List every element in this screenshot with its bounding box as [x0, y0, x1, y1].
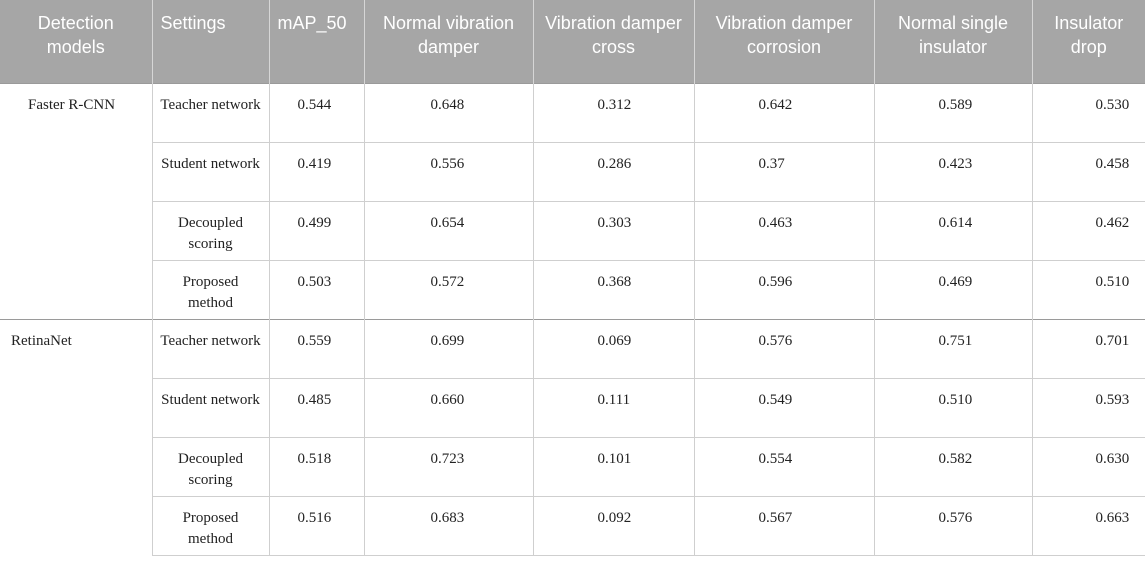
- value-insulator-drop: 0.663: [1031, 495, 1145, 556]
- value-insulator-drop: 0.510: [1031, 259, 1145, 319]
- value-map50: 0.544: [268, 82, 364, 142]
- value-vibration-damper-cross: 0.312: [532, 82, 694, 142]
- header-vibration-damper-corrosion: Vibration damper corrosion: [693, 0, 874, 83]
- value-map50: 0.516: [268, 495, 364, 556]
- value-normal-single-insulator: 0.423: [873, 141, 1032, 201]
- value-normal-vibration-damper: 0.648: [363, 82, 533, 142]
- value-normal-single-insulator: 0.589: [873, 82, 1032, 142]
- setting-cell: Student network: [151, 377, 269, 437]
- value-insulator-drop: 0.630: [1031, 436, 1145, 496]
- setting-cell: Proposed method: [151, 259, 269, 319]
- value-vibration-damper-corrosion: 0.463: [693, 200, 874, 260]
- value-map50: 0.499: [268, 200, 364, 260]
- value-normal-single-insulator: 0.576: [873, 495, 1032, 556]
- value-normal-single-insulator: 0.751: [873, 318, 1032, 378]
- value-vibration-damper-corrosion: 0.37: [693, 141, 874, 201]
- value-map50: 0.518: [268, 436, 364, 496]
- value-vibration-damper-cross: 0.101: [532, 436, 694, 496]
- value-vibration-damper-cross: 0.111: [532, 377, 694, 437]
- value-vibration-damper-corrosion: 0.642: [693, 82, 874, 142]
- value-vibration-damper-corrosion: 0.576: [693, 318, 874, 378]
- value-vibration-damper-corrosion: 0.567: [693, 495, 874, 556]
- table-row: Proposed method 0.516 0.683 0.092 0.567 …: [0, 495, 1145, 556]
- setting-cell: Teacher network: [151, 82, 269, 142]
- setting-cell: Decoupled scoring: [151, 200, 269, 260]
- value-vibration-damper-cross: 0.368: [532, 259, 694, 319]
- value-normal-single-insulator: 0.469: [873, 259, 1032, 319]
- header-map50: mAP_50: [268, 0, 364, 83]
- value-vibration-damper-cross: 0.069: [532, 318, 694, 378]
- value-vibration-damper-cross: 0.286: [532, 141, 694, 201]
- header-detection-models: Detection models: [0, 0, 152, 83]
- header-normal-vibration-damper: Normal vibration damper: [363, 0, 533, 83]
- value-normal-single-insulator: 0.614: [873, 200, 1032, 260]
- setting-cell: Teacher network: [151, 318, 269, 378]
- header-vibration-damper-cross: Vibration damper cross: [532, 0, 694, 83]
- value-map50: 0.419: [268, 141, 364, 201]
- value-map50: 0.559: [268, 318, 364, 378]
- header-settings: Settings: [151, 0, 269, 83]
- table-row: Student network 0.419 0.556 0.286 0.37 0…: [0, 141, 1145, 201]
- value-normal-vibration-damper: 0.660: [363, 377, 533, 437]
- value-insulator-drop: 0.593: [1031, 377, 1145, 437]
- value-vibration-damper-corrosion: 0.554: [693, 436, 874, 496]
- value-normal-vibration-damper: 0.683: [363, 495, 533, 556]
- value-normal-single-insulator: 0.582: [873, 436, 1032, 496]
- table-row: Decoupled scoring 0.518 0.723 0.101 0.55…: [0, 436, 1145, 496]
- value-normal-vibration-damper: 0.699: [363, 318, 533, 378]
- table-row: Faster R-CNN Teacher network 0.544 0.648…: [0, 82, 1145, 319]
- value-insulator-drop: 0.462: [1031, 200, 1145, 260]
- table-row: RetinaNet Teacher network 0.559 0.699 0.…: [0, 318, 1145, 555]
- model-cell-retinanet: RetinaNet: [0, 318, 152, 555]
- value-vibration-damper-cross: 0.303: [532, 200, 694, 260]
- results-table: Detection models Settings mAP_50 Normal …: [0, 0, 1145, 556]
- value-map50: 0.503: [268, 259, 364, 319]
- value-normal-vibration-damper: 0.723: [363, 436, 533, 496]
- value-insulator-drop: 0.458: [1031, 141, 1145, 201]
- model-cell-faster-rcnn: Faster R-CNN: [0, 82, 152, 319]
- value-normal-vibration-damper: 0.572: [363, 259, 533, 319]
- table-header: Detection models Settings mAP_50 Normal …: [0, 0, 1145, 83]
- setting-cell: Student network: [151, 141, 269, 201]
- table-body: Faster R-CNN Teacher network 0.544 0.648…: [0, 82, 1145, 556]
- header-insulator-drop: Insulator drop: [1031, 0, 1145, 83]
- value-vibration-damper-corrosion: 0.549: [693, 377, 874, 437]
- header-normal-single-insulator: Normal single insulator: [873, 0, 1032, 83]
- value-normal-vibration-damper: 0.654: [363, 200, 533, 260]
- value-map50: 0.485: [268, 377, 364, 437]
- table-row: Decoupled scoring 0.499 0.654 0.303 0.46…: [0, 200, 1145, 260]
- value-normal-vibration-damper: 0.556: [363, 141, 533, 201]
- table-row: Proposed method 0.503 0.572 0.368 0.596 …: [0, 259, 1145, 319]
- table-row: Student network 0.485 0.660 0.111 0.549 …: [0, 377, 1145, 437]
- setting-cell: Decoupled scoring: [151, 436, 269, 496]
- value-insulator-drop: 0.701: [1031, 318, 1145, 378]
- setting-cell: Proposed method: [151, 495, 269, 556]
- value-vibration-damper-corrosion: 0.596: [693, 259, 874, 319]
- value-normal-single-insulator: 0.510: [873, 377, 1032, 437]
- value-insulator-drop: 0.530: [1031, 82, 1145, 142]
- value-vibration-damper-cross: 0.092: [532, 495, 694, 556]
